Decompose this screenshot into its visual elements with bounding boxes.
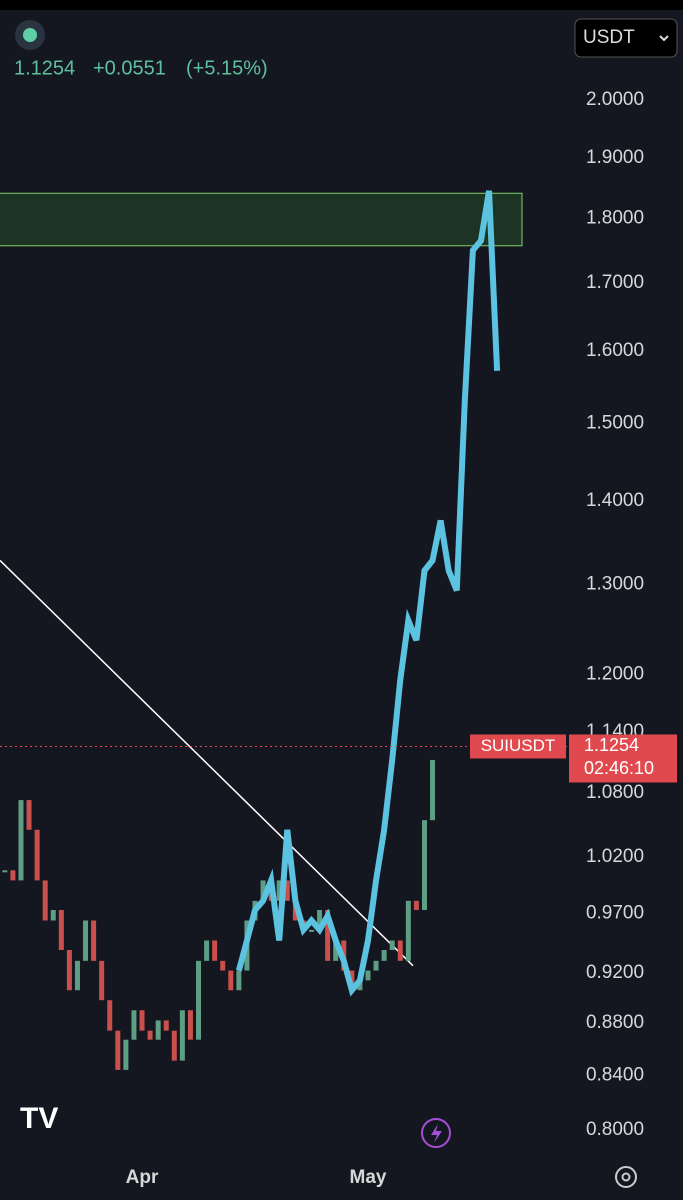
candle [50, 910, 56, 921]
candle [333, 940, 339, 961]
candle [179, 1010, 185, 1061]
candle [58, 910, 64, 951]
y-tick-label: 0.9200 [586, 962, 644, 983]
candle [373, 960, 379, 971]
candle [421, 820, 427, 911]
candle [42, 880, 48, 921]
y-tick-label: 0.8800 [586, 1012, 644, 1033]
trendline [0, 559, 414, 967]
projection-line [235, 190, 501, 997]
candle [196, 960, 202, 1040]
candle [228, 970, 234, 991]
candle [276, 880, 282, 901]
candle [413, 900, 419, 911]
y-tick-label: 1.4000 [586, 490, 644, 511]
candle [123, 1039, 129, 1070]
candle [171, 1030, 177, 1061]
candle [147, 1030, 153, 1040]
zone [0, 192, 523, 247]
price-label-bg [569, 734, 677, 783]
logo: TV [20, 1102, 58, 1135]
header-quote: 1.1254 +0.0551 (+5.15%) [14, 57, 268, 79]
candle [236, 970, 242, 991]
plot: 2.0000 1.9000 1.8000 1.7000 1.6000 1.5000 1.40… [0, 89, 677, 1188]
candle [115, 1030, 121, 1070]
candle [139, 1010, 145, 1031]
x-tick-label: May [350, 1167, 387, 1188]
x-tick-label: Apr [126, 1167, 159, 1188]
candle [83, 920, 89, 961]
candle [155, 1020, 161, 1040]
y-tick-label: 1.5000 [586, 413, 644, 434]
candle [99, 960, 105, 1001]
y-tick-label: 1.2000 [586, 663, 644, 684]
candle [74, 960, 80, 991]
candle [365, 970, 371, 981]
candle [357, 980, 363, 991]
price-label: 1.1254 [584, 735, 639, 755]
chevron [659, 35, 669, 42]
footer: TV [20, 1102, 637, 1188]
candle [389, 940, 395, 951]
select-label[interactable]: USDT [583, 27, 635, 48]
candle [284, 880, 290, 901]
candle [430, 759, 436, 821]
candle [34, 829, 40, 881]
status-dot [23, 28, 37, 42]
candle [131, 1010, 137, 1040]
price: 1.1254 [14, 57, 75, 79]
candle [107, 1000, 113, 1031]
y-tick-label: 1.0800 [586, 782, 644, 803]
candle [91, 920, 97, 961]
candle [2, 870, 8, 873]
candle [405, 900, 411, 961]
candle [325, 910, 331, 961]
countdown-label: 02:46:10 [584, 758, 654, 778]
status-bar [0, 0, 683, 10]
symbol-label-bg [470, 734, 566, 759]
settings-icon[interactable] [615, 1166, 637, 1188]
candle [26, 800, 32, 830]
y-tick-label: 0.8400 [586, 1064, 644, 1085]
candle [204, 940, 210, 961]
candle [220, 960, 226, 971]
candle [187, 1010, 193, 1040]
currency-select[interactable]: USDT [574, 18, 678, 58]
candle [397, 940, 403, 961]
symbol-label: SUIUSDT [481, 736, 556, 755]
select-box[interactable] [574, 18, 678, 58]
candle [163, 1020, 169, 1031]
lightning-icon[interactable] [421, 1118, 451, 1148]
y-tick-label: 1.3000 [586, 573, 644, 594]
y-tick-label: 2.0000 [586, 89, 644, 110]
y-tick-label: 1.6000 [586, 340, 644, 361]
candle [10, 870, 16, 881]
settings-center [621, 1172, 631, 1182]
candle [381, 950, 387, 961]
candle [66, 950, 72, 991]
candle [212, 940, 218, 961]
y-tick-label: 1.9000 [586, 147, 644, 168]
candle [18, 800, 24, 881]
candle [308, 929, 314, 932]
lightning-bolt [431, 1124, 442, 1143]
change-percent: (+5.15%) [186, 57, 268, 79]
y-tick-label: 0.8000 [586, 1119, 644, 1140]
candle [260, 880, 266, 901]
y-tick-label: 1.7000 [586, 272, 644, 293]
candle [317, 910, 323, 930]
y-tick-label: 0.9700 [586, 903, 644, 924]
change: +0.0551 [93, 57, 166, 79]
y-tick-label: 1.8000 [586, 208, 644, 229]
y-tick-label: 1.0200 [586, 846, 644, 867]
